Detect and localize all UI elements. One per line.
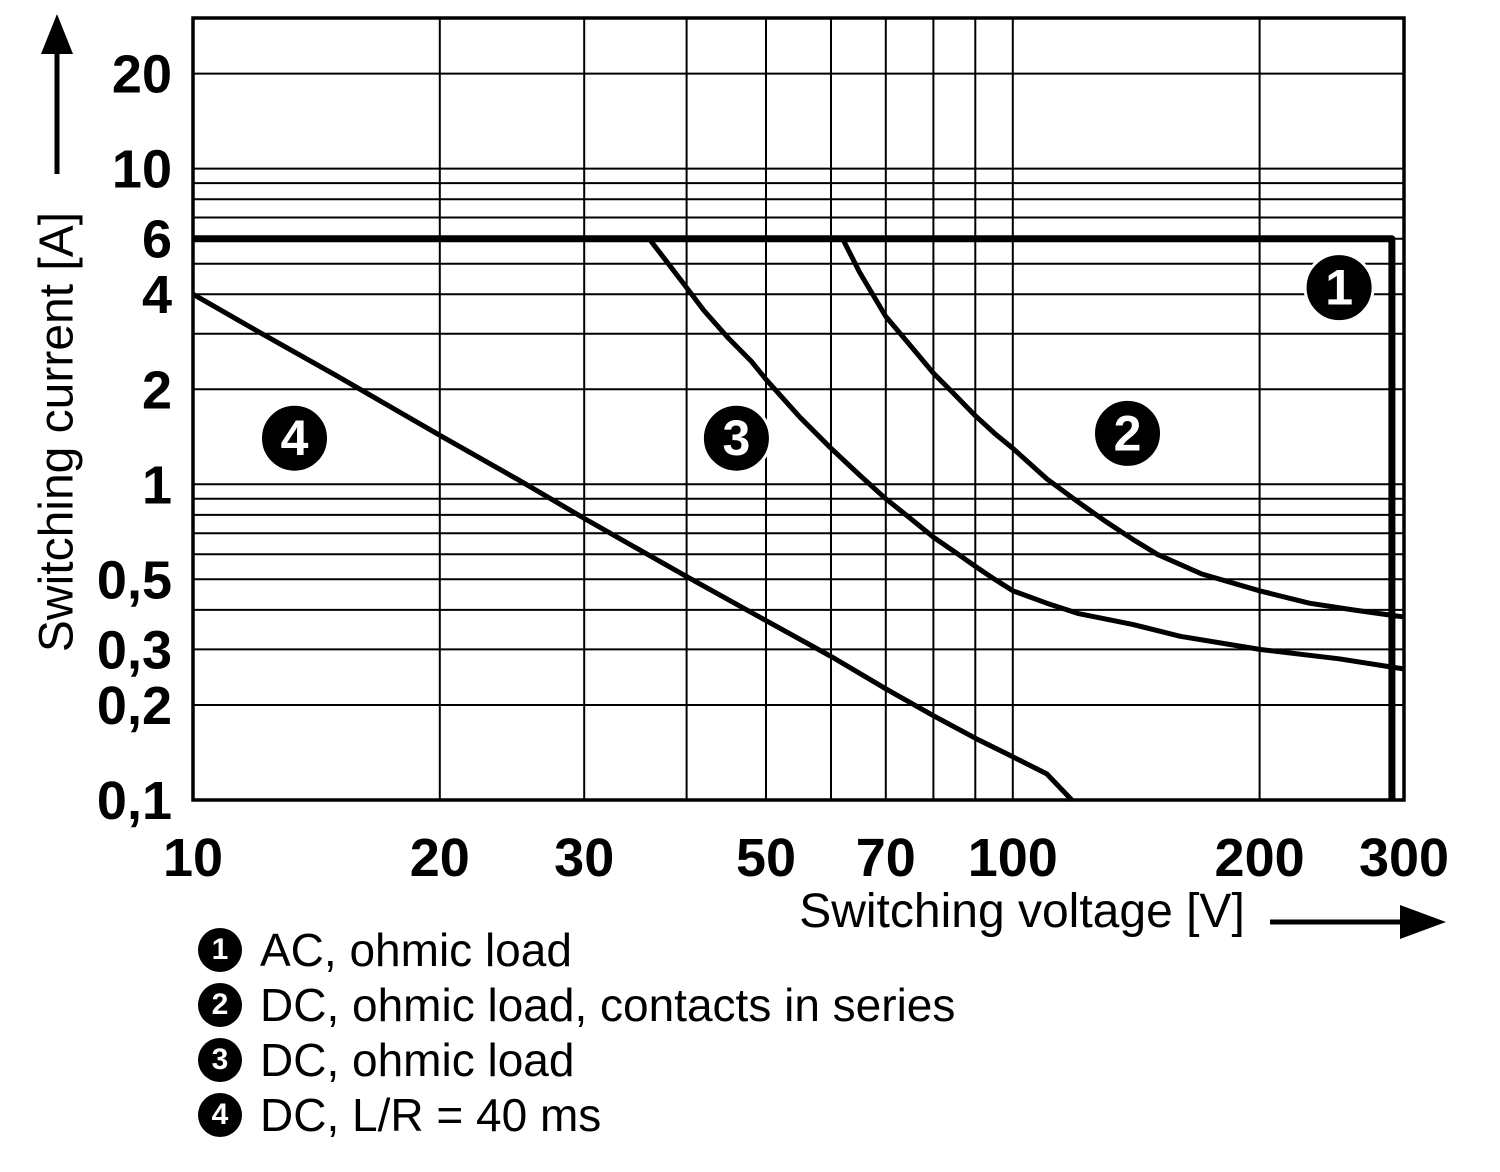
curve-2	[840, 237, 1405, 620]
y-tick-label: 0,2	[97, 676, 172, 736]
curve-4	[191, 292, 1074, 802]
curve-badge-1: 1	[1303, 252, 1375, 324]
curve-badge-2: 2	[1092, 397, 1163, 469]
y-axis-title: Switching current [A]	[30, 211, 84, 653]
y-tick-label: 4	[142, 265, 172, 325]
svg-text:4: 4	[281, 410, 309, 466]
plot-border	[191, 16, 1406, 802]
legend-label-1: AC, ohmic load	[260, 924, 572, 976]
y-axis-arrowhead-icon	[41, 14, 73, 54]
legend-marker-1-icon: 1	[198, 928, 242, 972]
legend-marker-2-icon: 2	[198, 983, 242, 1027]
legend-label-4: DC, L/R = 40 ms	[260, 1089, 602, 1141]
y-tick-label: 0,5	[97, 550, 172, 610]
y-tick-label: 6	[142, 210, 172, 270]
y-tick-label: 1	[142, 455, 172, 515]
x-tick-label: 100	[968, 828, 1058, 888]
curve-badge-3: 3	[700, 402, 772, 474]
svg-text:3: 3	[722, 410, 750, 466]
legend-label-3: DC, ohmic load	[260, 1034, 575, 1086]
legend-item-3: 3 DC, ohmic load	[198, 1034, 955, 1086]
y-tick-label: 20	[112, 45, 172, 105]
y-tick-label: 0,3	[97, 620, 172, 680]
y-tick-label: 10	[112, 140, 172, 200]
legend-item-1: 1 AC, ohmic load	[198, 924, 955, 976]
legend-marker-4-icon: 4	[198, 1093, 242, 1137]
x-tick-label: 10	[163, 828, 223, 888]
curve-1	[193, 235, 1396, 800]
grid-layer	[192, 18, 1405, 800]
curve-3	[647, 237, 1405, 672]
annotation-layer: 1 2 3 4	[259, 252, 1375, 474]
legend-item-2: 2 DC, ohmic load, contacts in series	[198, 979, 956, 1031]
legend: 1 AC, ohmic load 2 DC, ohmic load, conta…	[198, 924, 956, 1141]
legend-label-2: DC, ohmic load, contacts in series	[260, 979, 956, 1031]
x-tick-label: 300	[1359, 828, 1449, 888]
x-tick-label: 200	[1215, 828, 1305, 888]
x-tick-label: 30	[554, 828, 614, 888]
x-tick-label: 50	[736, 828, 796, 888]
y-tick-label: 2	[142, 360, 172, 420]
legend-marker-3-icon: 3	[198, 1038, 242, 1082]
legend-item-4: 4 DC, L/R = 40 ms	[198, 1089, 955, 1141]
x-axis-arrowhead-icon	[1400, 905, 1446, 939]
x-axis-title: Switching voltage [V]	[799, 885, 1245, 938]
svg-text:1: 1	[1325, 260, 1353, 316]
series-layer	[191, 235, 1405, 802]
x-tick-label: 20	[410, 828, 470, 888]
curve-badge-4: 4	[259, 402, 330, 474]
y-tick-label: 0,1	[97, 771, 172, 831]
axis-arrows	[41, 14, 1446, 939]
svg-text:2: 2	[1114, 405, 1142, 461]
x-tick-label: 70	[856, 828, 916, 888]
